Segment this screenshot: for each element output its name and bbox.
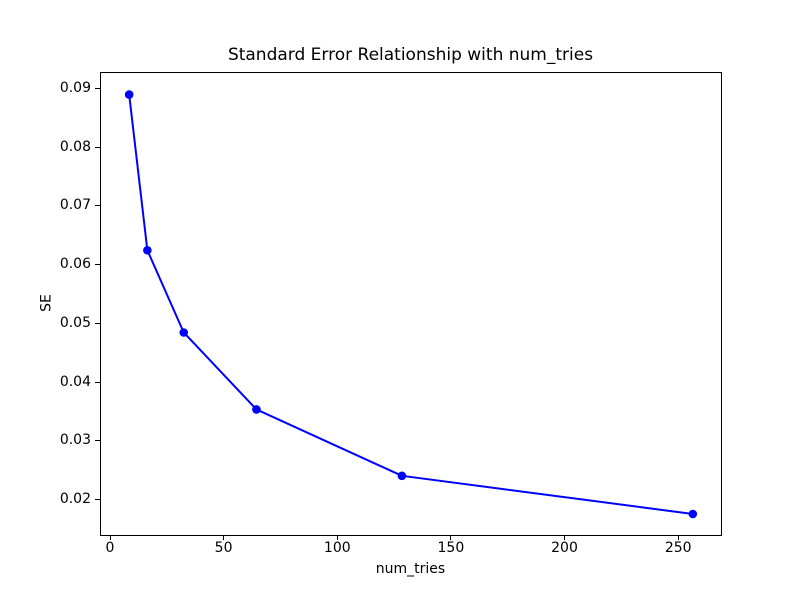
x-tick-mark — [450, 535, 452, 540]
x-axis-label: num_tries — [375, 561, 446, 577]
y-tick-label: 0.09 — [59, 79, 91, 96]
data-point-marker — [688, 509, 698, 519]
x-tick-label: 50 — [214, 540, 233, 556]
x-tick-mark — [677, 535, 679, 540]
y-axis-label: SE — [38, 294, 55, 312]
y-tick-mark — [95, 499, 100, 500]
x-tick-mark — [336, 535, 338, 540]
y-tick-label: 0.02 — [59, 491, 91, 507]
y-tick-label: 0.05 — [59, 314, 91, 331]
y-tick-label: 0.08 — [59, 138, 91, 155]
plot-area — [100, 72, 722, 536]
data-point-marker — [179, 328, 189, 337]
data-point-marker — [397, 471, 407, 481]
y-tick-mark — [95, 440, 100, 442]
y-tick-label: 0.06 — [59, 256, 91, 272]
x-tick-mark — [223, 535, 225, 540]
y-tick-label: 0.07 — [59, 197, 91, 214]
se-line — [128, 94, 693, 515]
data-point-marker — [124, 90, 134, 99]
y-tick-label: 0.04 — [59, 373, 91, 390]
y-tick-mark — [95, 87, 100, 89]
y-tick-mark — [95, 322, 100, 324]
x-tick-label: 100 — [323, 540, 351, 556]
data-point-marker — [143, 245, 152, 255]
x-tick-label: 250 — [664, 540, 692, 556]
x-tick-label: 0 — [105, 540, 115, 556]
y-tick-mark — [95, 381, 100, 383]
data-point-marker — [252, 405, 261, 414]
x-tick-mark — [109, 535, 111, 540]
y-tick-label: 0.03 — [59, 432, 91, 449]
y-tick-mark — [95, 146, 100, 148]
x-tick-label: 150 — [437, 540, 465, 556]
x-tick-label: 200 — [551, 540, 578, 556]
line-series-svg — [124, 90, 698, 519]
y-tick-mark — [95, 205, 100, 207]
y-tick-mark — [95, 264, 100, 265]
chart-title: Standard Error Relationship with num_tri… — [227, 45, 594, 65]
x-tick-mark — [564, 535, 565, 540]
